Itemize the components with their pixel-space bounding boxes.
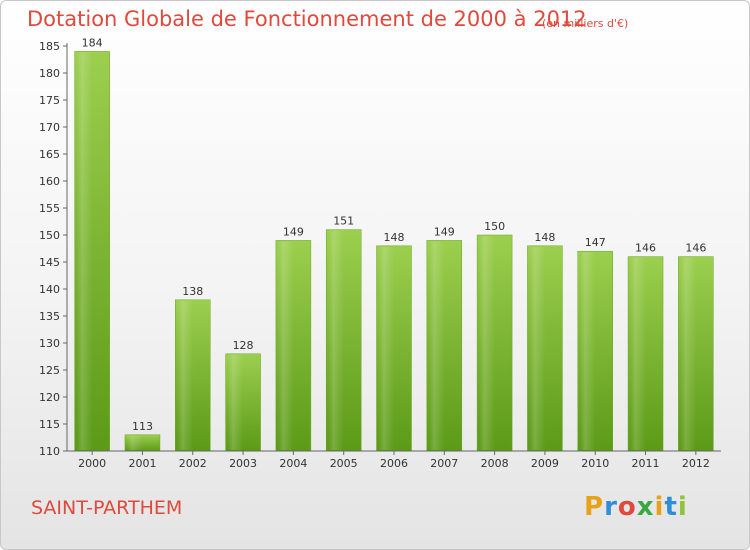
bar-value-label: 184 <box>82 36 103 49</box>
chart-subtitle: (en milliers d'€) <box>542 17 629 30</box>
bar-value-label: 147 <box>585 236 606 249</box>
logo-letter: x <box>636 492 655 522</box>
x-tick-label: 2009 <box>531 457 559 470</box>
x-tick-label: 2006 <box>380 457 408 470</box>
x-tick-label: 2008 <box>481 457 509 470</box>
y-tick-label: 125 <box>39 364 60 377</box>
bar-highlight <box>328 230 344 450</box>
y-axis: 110 115 120 125 130 135 140 145 150 155 160 165 170 1… <box>39 40 68 458</box>
x-tick-label: 2002 <box>179 457 207 470</box>
x-tick-label: 2004 <box>279 457 307 470</box>
x-tick-label: 2010 <box>581 457 609 470</box>
logo-letter: P <box>584 492 605 522</box>
bar-value-label: 148 <box>534 231 555 244</box>
x-tick-label: 2011 <box>632 457 660 470</box>
y-tick-label: 175 <box>39 94 60 107</box>
logo-letter: i <box>654 492 665 522</box>
bar-highlight <box>579 252 596 450</box>
bar-highlight <box>630 257 646 450</box>
x-tick-label: 2001 <box>128 457 156 470</box>
logo-letter: r <box>604 492 618 522</box>
y-tick-label: 150 <box>39 229 60 242</box>
bar-chart: 110 115 120 125 130 135 140 145 150 155 160 165 170 1… <box>39 36 721 470</box>
y-tick-label: 140 <box>39 283 60 296</box>
x-axis: 2000 2001 2002 2003 2004 2005 2006 2007 2008 2009… <box>67 450 721 470</box>
y-tick-label: 155 <box>39 202 60 215</box>
bar-highlight <box>479 236 495 450</box>
logo-letter: o <box>617 492 637 522</box>
bar-value-label: 146 <box>685 242 706 255</box>
bar-value-label: 113 <box>132 420 153 433</box>
y-tick-label: 170 <box>39 121 60 134</box>
y-tick-label: 120 <box>39 391 60 404</box>
bars: 184 113 138 128 149 151 148 149 150 148 147 146 146 <box>74 36 714 452</box>
proxiti-logo: Proxiti <box>584 492 688 522</box>
bar-value-label: 128 <box>233 339 254 352</box>
bar-value-label: 148 <box>384 231 405 244</box>
y-tick-label: 160 <box>39 175 60 188</box>
bar-value-label: 150 <box>484 220 505 233</box>
bar-highlight <box>76 52 93 451</box>
x-tick-label: 2000 <box>78 457 106 470</box>
commune-name: SAINT-PARTHEM <box>31 497 183 519</box>
logo-letter: i <box>677 492 688 522</box>
x-tick-label: 2007 <box>430 457 458 470</box>
bar-highlight <box>277 241 294 450</box>
bar-highlight <box>529 246 546 450</box>
y-tick-label: 130 <box>39 337 60 350</box>
bar-value-label: 149 <box>434 225 455 238</box>
bar-highlight <box>177 300 194 450</box>
y-tick-label: 115 <box>39 418 60 431</box>
bar-value-label: 151 <box>333 215 354 228</box>
bar-highlight <box>378 246 395 450</box>
bar-highlight <box>126 435 143 450</box>
x-tick-label: 2012 <box>682 457 710 470</box>
bar-value-label: 146 <box>635 242 656 255</box>
chart-title: Dotation Globale de Fonctionnement de 20… <box>27 7 587 31</box>
y-tick-label: 135 <box>39 310 60 323</box>
bar-highlight <box>680 257 697 450</box>
x-tick-label: 2005 <box>330 457 358 470</box>
y-tick-label: 145 <box>39 256 60 269</box>
x-tick-label: 2003 <box>229 457 257 470</box>
y-tick-label: 110 <box>39 445 60 458</box>
bar-value-label: 149 <box>283 225 304 238</box>
bar-highlight <box>428 241 445 450</box>
logo-letter: t <box>664 492 678 522</box>
y-tick-label: 165 <box>39 148 60 161</box>
y-tick-label: 185 <box>39 40 60 53</box>
bar-highlight <box>227 354 244 450</box>
y-tick-label: 180 <box>39 67 60 80</box>
bar-value-label: 138 <box>182 285 203 298</box>
